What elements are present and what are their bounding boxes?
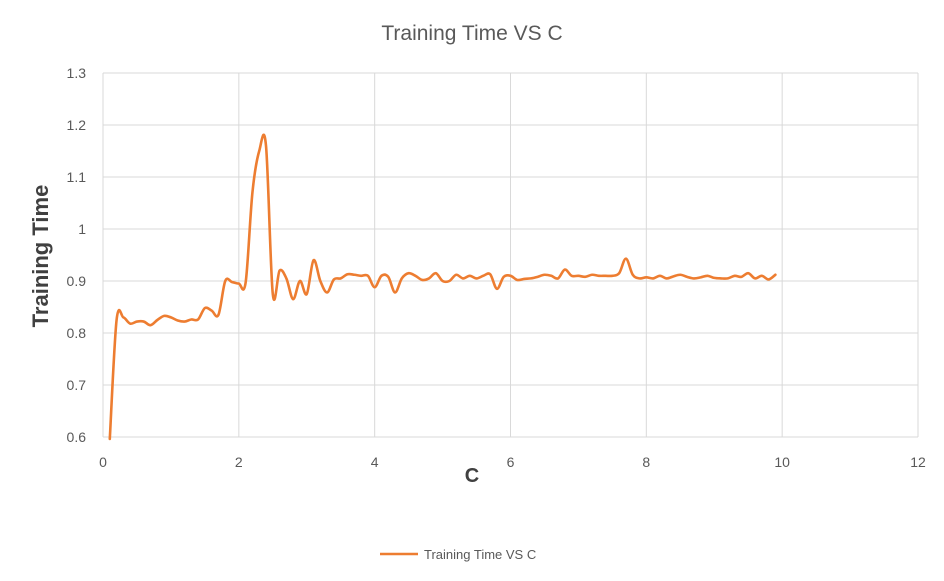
y-tick-label: 0.8 xyxy=(67,325,87,341)
x-tick-label: 12 xyxy=(910,454,926,470)
x-axis-label: C xyxy=(465,465,479,487)
x-axis-ticks: 0 2 4 6 8 10 12 xyxy=(99,454,926,470)
gridlines xyxy=(102,72,919,438)
y-tick-label: 1.1 xyxy=(67,169,87,185)
chart-title: Training Time VS C xyxy=(381,22,562,45)
y-axis-label: Training Time xyxy=(28,185,53,328)
x-tick-label: 10 xyxy=(774,454,790,470)
legend: Training Time VS C xyxy=(380,547,536,562)
x-tick-label: 8 xyxy=(642,454,650,470)
y-tick-label: 0.9 xyxy=(67,273,87,289)
y-tick-label: 1 xyxy=(78,221,86,237)
series-line xyxy=(108,133,777,441)
x-tick-label: 4 xyxy=(371,454,379,470)
y-axis-ticks: 0.6 0.7 0.8 0.9 1 1.1 1.2 1.3 xyxy=(67,65,87,445)
x-tick-label: 6 xyxy=(507,454,515,470)
x-tick-label: 2 xyxy=(235,454,243,470)
legend-label: Training Time VS C xyxy=(424,547,536,562)
y-tick-label: 0.7 xyxy=(67,377,87,393)
y-tick-label: 1.2 xyxy=(67,117,87,133)
y-tick-label: 0.6 xyxy=(67,429,87,445)
y-tick-label: 1.3 xyxy=(67,65,87,81)
x-tick-label: 0 xyxy=(99,454,107,470)
